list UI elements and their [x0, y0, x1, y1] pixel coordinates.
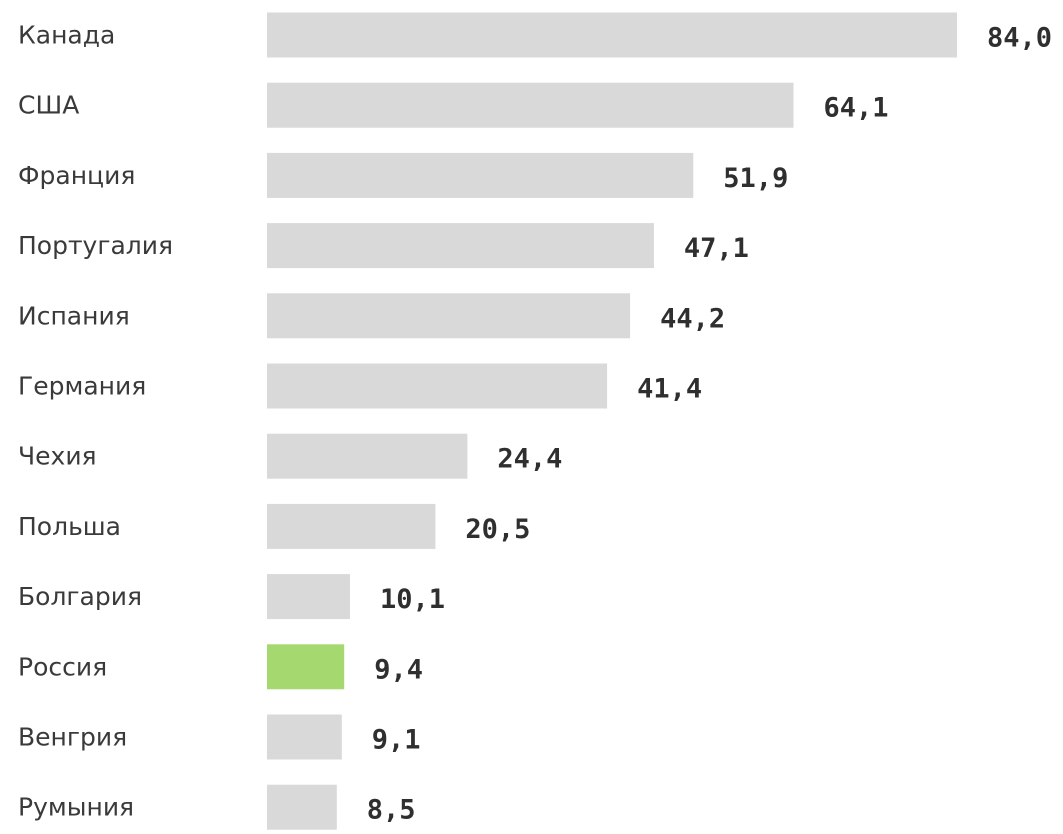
category-label: Польша — [18, 512, 121, 541]
category-label: Португалия — [18, 231, 173, 260]
bar-row: Франция 51,9 — [18, 152, 788, 198]
bar-row: Португалия 47,1 — [18, 223, 749, 269]
value-label: 51,9 — [723, 163, 788, 194]
value-label: 10,1 — [380, 584, 445, 615]
category-label: Чехия — [18, 442, 97, 471]
category-label: Германия — [18, 372, 146, 401]
bar — [267, 574, 350, 620]
value-label: 64,1 — [824, 93, 889, 124]
bar-row: Испания 44,2 — [18, 293, 725, 339]
category-label: Франция — [18, 161, 135, 190]
value-label: 8,5 — [367, 795, 416, 826]
value-label: 24,4 — [497, 444, 562, 475]
category-label: Россия — [18, 652, 107, 681]
category-label: Болгария — [18, 582, 142, 611]
value-label: 44,2 — [660, 303, 725, 334]
bar-row: Польша 20,5 — [18, 503, 530, 549]
bar — [267, 433, 468, 479]
bar-row: США 64,1 — [18, 82, 889, 128]
category-label: Румыния — [18, 793, 134, 822]
category-label: США — [18, 91, 79, 120]
category-label: Испания — [18, 301, 130, 330]
bar — [267, 363, 608, 409]
bar — [267, 223, 654, 269]
bar — [267, 152, 694, 198]
bar-highlighted — [267, 644, 345, 690]
value-label: 20,5 — [465, 514, 530, 545]
bar — [267, 714, 342, 760]
category-label: Венгрия — [18, 723, 127, 752]
bar — [267, 503, 436, 549]
bar-row: Чехия 24,4 — [18, 433, 562, 479]
value-label: 9,4 — [374, 654, 423, 685]
bar — [267, 12, 957, 58]
category-label: Канада — [18, 21, 115, 50]
value-label: 41,4 — [637, 374, 702, 405]
bar — [267, 293, 631, 339]
bar-row: Канада 84,0 — [18, 12, 1052, 58]
value-label: 9,1 — [372, 725, 421, 756]
value-label: 84,0 — [987, 23, 1052, 54]
bar-row: Румыния 8,5 — [18, 784, 416, 830]
bar-row: Болгария 10,1 — [18, 574, 445, 620]
bar — [267, 82, 794, 128]
bar-row: Германия 41,4 — [18, 363, 702, 409]
bar-row: Россия 9,4 — [18, 644, 423, 690]
value-label: 47,1 — [684, 233, 749, 264]
bar-row: Венгрия 9,1 — [18, 714, 421, 760]
bar — [267, 784, 337, 830]
